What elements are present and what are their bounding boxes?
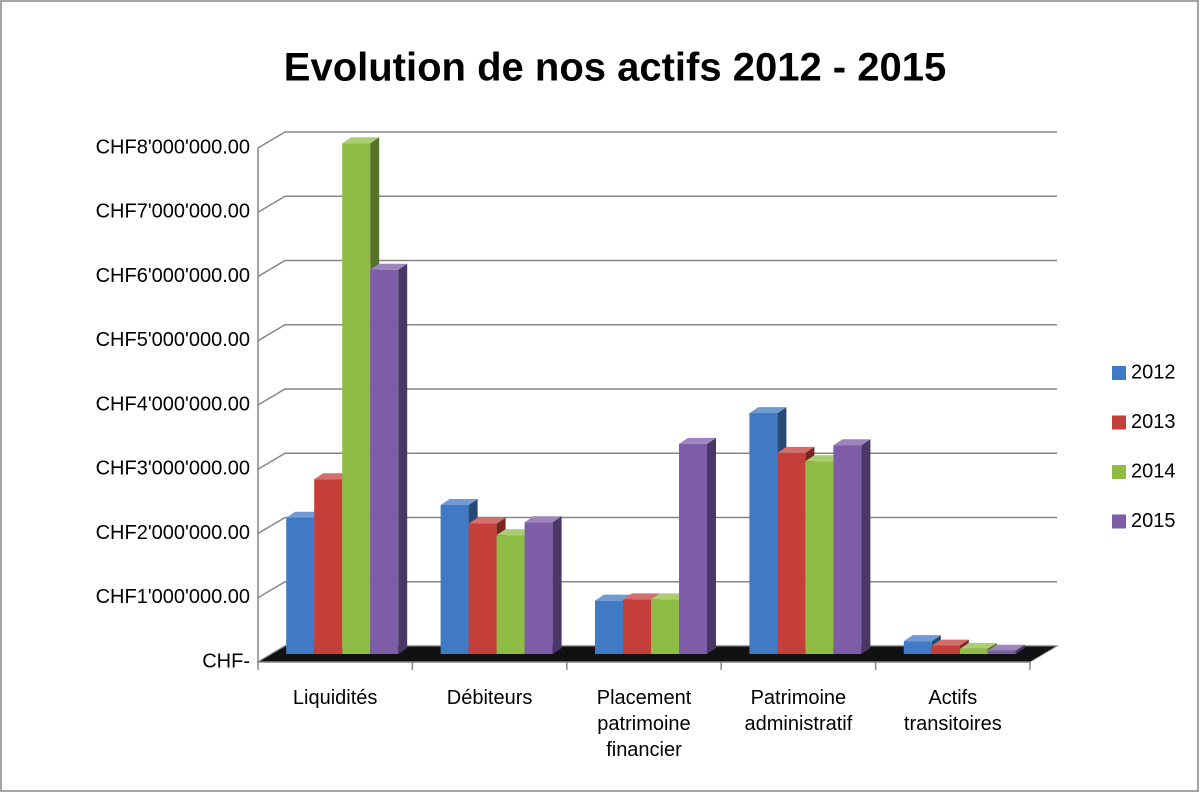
bar: [286, 517, 315, 654]
bar: [595, 600, 623, 654]
bar: [833, 445, 862, 654]
bar: [903, 641, 932, 654]
bar: [805, 461, 834, 654]
bar: [749, 413, 778, 654]
bar-top: [651, 593, 688, 600]
legend-label: 2015: [1131, 510, 1176, 532]
bar: [314, 479, 343, 654]
y-tick-label: CHF8'000'000.00: [96, 136, 250, 158]
bar-side: [1015, 644, 1025, 654]
bar: [959, 648, 988, 654]
y-tick-label: CHF2'000'000.00: [96, 522, 250, 544]
bar-top: [679, 437, 716, 444]
bar: [931, 645, 960, 654]
grid-line: [257, 324, 1057, 342]
bar: [440, 504, 469, 654]
bar-side: [707, 437, 716, 654]
bar-top: [623, 593, 660, 600]
bar-top: [833, 439, 871, 446]
bar-top: [370, 263, 408, 270]
bar-top: [959, 642, 997, 649]
x-tick-label: Débiteurs: [446, 687, 533, 709]
bar: [524, 522, 553, 654]
bar-top: [524, 516, 562, 523]
bar: [679, 443, 707, 654]
chart-title: Evolution de nos actifs 2012 - 2015: [284, 46, 946, 90]
bar-top: [440, 498, 478, 505]
bar: [651, 599, 679, 654]
legend-swatch: [1112, 366, 1126, 380]
y-tick-label: CHF5'000'000.00: [96, 329, 250, 351]
legend-swatch: [1112, 415, 1126, 430]
y-tick-label: CHF1'000'000.00: [96, 586, 250, 608]
grid-line: [257, 388, 1057, 406]
bar-top: [987, 644, 1025, 651]
x-tick-label: Actifs transitoires: [903, 687, 1002, 735]
bar: [370, 269, 399, 654]
y-tick-label: CHF6'000'000.00: [96, 265, 250, 287]
bar-top: [286, 511, 324, 518]
legend-swatch: [1112, 514, 1126, 529]
grid-line: [257, 131, 1057, 149]
bar-top: [314, 473, 352, 480]
bar-top: [805, 455, 843, 462]
x-tick-label: Liquidités: [292, 687, 378, 709]
bar: [468, 523, 497, 654]
bar: [496, 535, 525, 654]
bar: [623, 599, 651, 654]
legend-label: 2014: [1131, 460, 1176, 482]
bar-top: [931, 639, 969, 646]
bar-top: [903, 635, 941, 642]
bar-top: [749, 407, 787, 414]
bar: [342, 143, 371, 654]
legend-label: 2013: [1131, 411, 1176, 433]
grid-line: [257, 195, 1057, 213]
bar-side: [552, 516, 562, 654]
x-tick-label: Placement patrimoine financier: [596, 687, 692, 761]
bar-top: [595, 594, 632, 601]
bar-side: [861, 439, 871, 654]
x-tick-label: Patrimoine administratif: [744, 687, 853, 735]
y-tick-label: CHF7'000'000.00: [96, 201, 250, 223]
y-tick-label: CHF-: [202, 650, 250, 672]
y-tick-label: CHF4'000'000.00: [96, 393, 250, 415]
legend-swatch: [1112, 465, 1126, 479]
grid-line: [257, 259, 1057, 278]
bar-top: [342, 137, 380, 144]
bar-top: [777, 446, 815, 453]
bar: [777, 452, 806, 654]
bar-top: [496, 529, 534, 536]
y-tick-label: CHF3'000'000.00: [96, 458, 250, 480]
bar-side: [398, 263, 408, 654]
bar: [987, 650, 1016, 654]
bar-top: [468, 517, 506, 524]
legend-label: 2012: [1131, 361, 1176, 383]
